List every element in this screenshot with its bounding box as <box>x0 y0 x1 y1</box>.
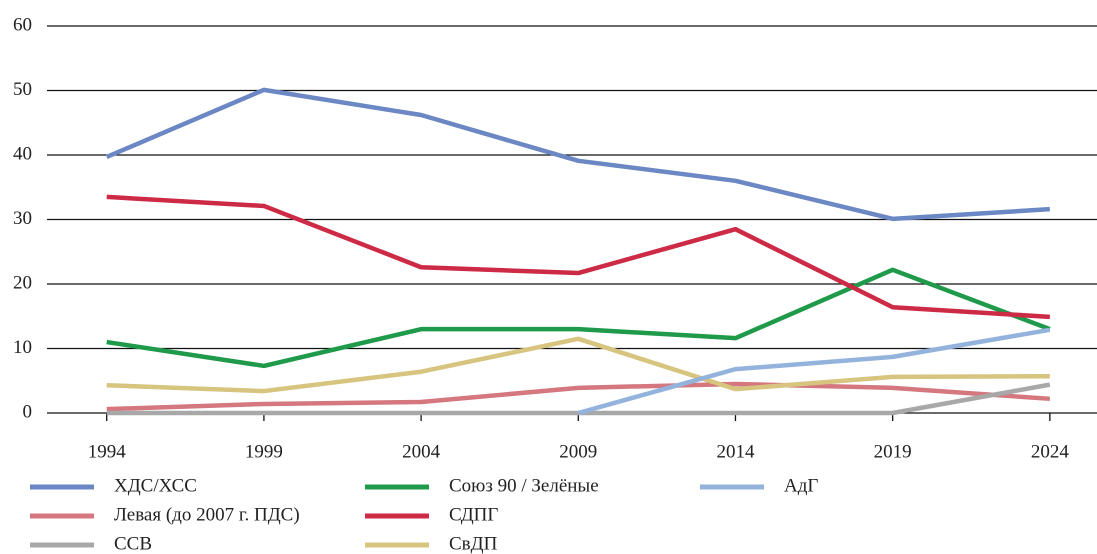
series-line <box>105 87 1050 222</box>
y-tick-label: 0 <box>23 401 33 422</box>
series-line <box>577 327 1051 416</box>
y-tick-label: 30 <box>13 208 32 229</box>
x-tick-label: 2014 <box>716 441 755 462</box>
x-tick-label: 1999 <box>245 441 283 462</box>
series-line <box>106 382 1051 416</box>
legend-label: ССВ <box>114 533 152 554</box>
x-tick-label: 2019 <box>874 441 912 462</box>
x-tick-label: 2004 <box>402 441 441 462</box>
y-tick-label: 50 <box>13 79 32 100</box>
x-tick-label: 2024 <box>1031 441 1070 462</box>
legend-label: СвДП <box>449 533 498 554</box>
y-tick-label: 60 <box>13 14 32 35</box>
y-tick-label: 20 <box>13 272 32 293</box>
legend-label: Левая (до 2007 г. ПДС) <box>114 504 300 525</box>
legend-label: СДПГ <box>449 504 498 525</box>
legend-label: АдГ <box>784 475 818 496</box>
x-tick-label: 1994 <box>88 441 127 462</box>
series-line <box>106 267 1051 369</box>
series-line <box>106 381 1050 412</box>
x-tick-label: 2009 <box>559 441 597 462</box>
y-tick-label: 10 <box>13 337 32 358</box>
y-tick-label: 40 <box>13 143 32 164</box>
legend-label: Союз 90 / Зелёные <box>449 475 599 496</box>
series-line <box>106 336 1050 394</box>
series-line <box>106 194 1050 320</box>
legend-label: ХДС/ХСС <box>114 475 197 496</box>
